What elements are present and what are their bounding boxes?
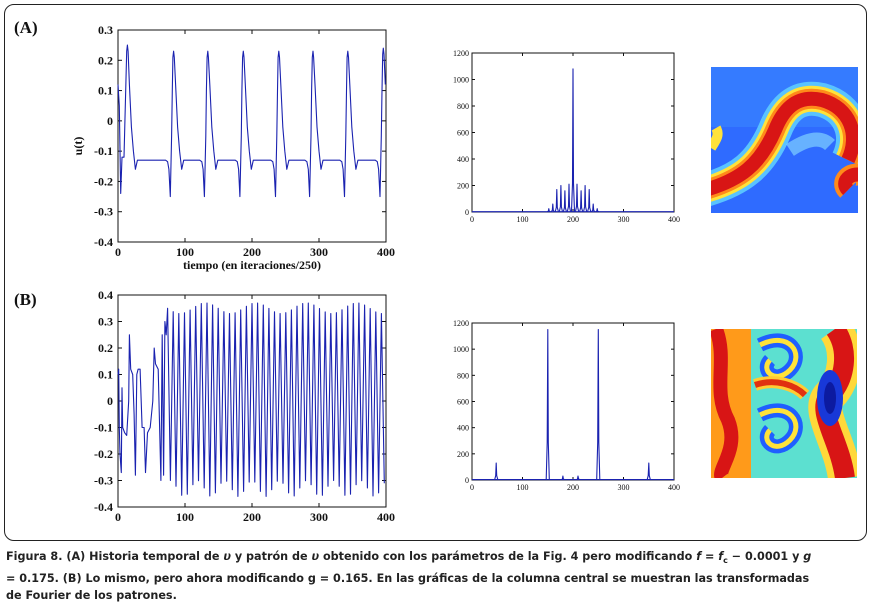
x-tick-label: 100 [176,510,194,524]
x-tick-label: 400 [377,245,395,259]
y-tick-label: 600 [457,398,469,407]
x-tick-label: 300 [310,510,328,524]
y-tick-label: 800 [457,102,469,111]
caption-text: y patrón de [230,550,312,563]
caption-text: = [701,550,719,563]
x-tick-label: 400 [668,483,680,492]
caption-text: obtenido con los parámetros de la Fig. 4… [319,550,697,563]
spectrum-peak [561,475,565,480]
pattern-a-image [711,67,858,213]
series-line [117,44,386,198]
pattern-b-image [711,329,857,478]
panel-b-label: (B) [14,290,37,309]
y-tick-label: 200 [457,182,469,191]
figure-canvas: 0 100 200 300 400 0.3 0.2 0.1 0 -0.1 -0.2 -0.3 -0.4 t… [71,23,858,524]
spectrum-peak [579,190,584,212]
y-tick-label: 0 [107,114,113,128]
caption-text: − 0.0001 y [727,550,804,563]
caption-var-fc: f [718,550,724,563]
y-tick-label: 0 [465,476,469,485]
x-tick-label: 0 [470,215,474,224]
x-tick-label: 100 [517,215,529,224]
spectrum-peak [570,68,576,212]
spectrum-peak [595,208,599,213]
caption-sub-c: c [723,556,728,566]
y-tick-label: 0 [465,208,469,217]
x-tick-label: 100 [176,245,194,259]
y-tick-label: 0 [107,394,113,408]
y-tick-label: -0.3 [94,205,113,219]
spectrum-peak [545,328,550,480]
y-tick-label: -0.4 [94,500,113,514]
chart-b-time-series: 0 100 200 300 400 0.4 0.3 0.2 0.1 0 -0.1 -0.2 -0.3 -0… [94,288,395,524]
x-tick-label: 0 [470,483,474,492]
y-tick-label: -0.3 [94,474,113,488]
spectrum-peak [554,188,559,212]
spectrum-peak [547,208,551,213]
spectrum-peak [566,183,572,212]
spectrum-peak [550,203,555,212]
x-tick-label: 200 [567,215,579,224]
x-tick-label: 0 [115,510,121,524]
caption-line-2: = 0.175. (B) Lo mismo, pero ahora modifi… [6,571,810,585]
y-tick-label: -0.2 [94,174,113,188]
spectrum-peak [596,328,601,480]
y-tick-label: -0.4 [94,235,113,249]
spectrum-peak [576,475,580,480]
y-tick-label: 1200 [453,49,469,58]
y-tick-label: 600 [457,129,469,138]
y-tick-label: 1000 [453,76,469,85]
caption-var-u: υ [223,550,231,563]
y-tick-label: 0.4 [98,288,113,302]
spectrum-peak [587,188,592,212]
y-tick-label: 200 [457,450,469,459]
y-tick-label: 0.3 [98,23,113,37]
caption-text: Figura 8. (A) Historia temporal de [6,550,224,563]
spectrum-peak [494,462,499,480]
y-tick-label: 800 [457,371,469,380]
y-tick-label: 400 [457,155,469,164]
caption-var-g: g [803,550,812,563]
y-tick-label: 400 [457,424,469,433]
y-tick-label: -0.1 [94,144,113,158]
chart-b-fourier: 0 100 200 300 400 1200 1000 800 600 400 200 0 [453,319,680,492]
caption-line-1: Figura 8. (A) Historia temporal de υ y p… [6,548,868,570]
y-tick-label: 0.3 [98,315,113,329]
spectrum-peak [562,190,567,212]
spectrum-peak [646,462,651,480]
x-tick-label: 400 [668,215,680,224]
x-tick-label: 200 [243,245,261,259]
x-tick-label: 300 [618,483,630,492]
spectrum-peak [591,203,596,212]
chart-a-time-series: 0 100 200 300 400 0.3 0.2 0.1 0 -0.1 -0.2 -0.3 -0.4 t… [71,23,395,272]
y-tick-label: 1200 [453,319,469,328]
x-tick-label: 300 [310,245,328,259]
caption-var-f: f [696,550,702,563]
x-axis-label: tiempo (en iteraciones/250) [183,258,321,272]
spectrum-peak [558,184,563,212]
panel-a-label: (A) [14,18,38,37]
y-tick-label: -0.1 [94,421,113,435]
x-tick-label: 200 [567,483,579,492]
x-tick-label: 400 [377,510,395,524]
chart-a-fourier: 0 100 200 300 400 1200 1000 800 600 400 200 0 [453,49,680,224]
y-tick-label: 0.2 [98,341,113,355]
x-tick-label: 300 [618,215,630,224]
y-tick-label: -0.2 [94,447,113,461]
x-tick-label: 200 [243,510,261,524]
figure-caption: Figura 8. (A) Historia temporal de υ y p… [6,548,868,605]
y-tick-label: 0.1 [98,84,113,98]
spectrum-peak [583,184,588,212]
y-tick-label: 0.2 [98,53,113,67]
y-axis-label: u(t) [71,137,85,156]
y-tick-label: 1000 [453,345,469,354]
spectrum-peak [574,183,580,212]
plot-frame [471,322,675,481]
y-tick-label: 0.1 [98,368,113,382]
series-line [117,302,385,497]
caption-line-3: de Fourier de los patrones. [6,589,177,603]
x-tick-label: 100 [517,483,529,492]
caption-var-u: υ [311,550,320,563]
x-tick-label: 0 [115,245,121,259]
